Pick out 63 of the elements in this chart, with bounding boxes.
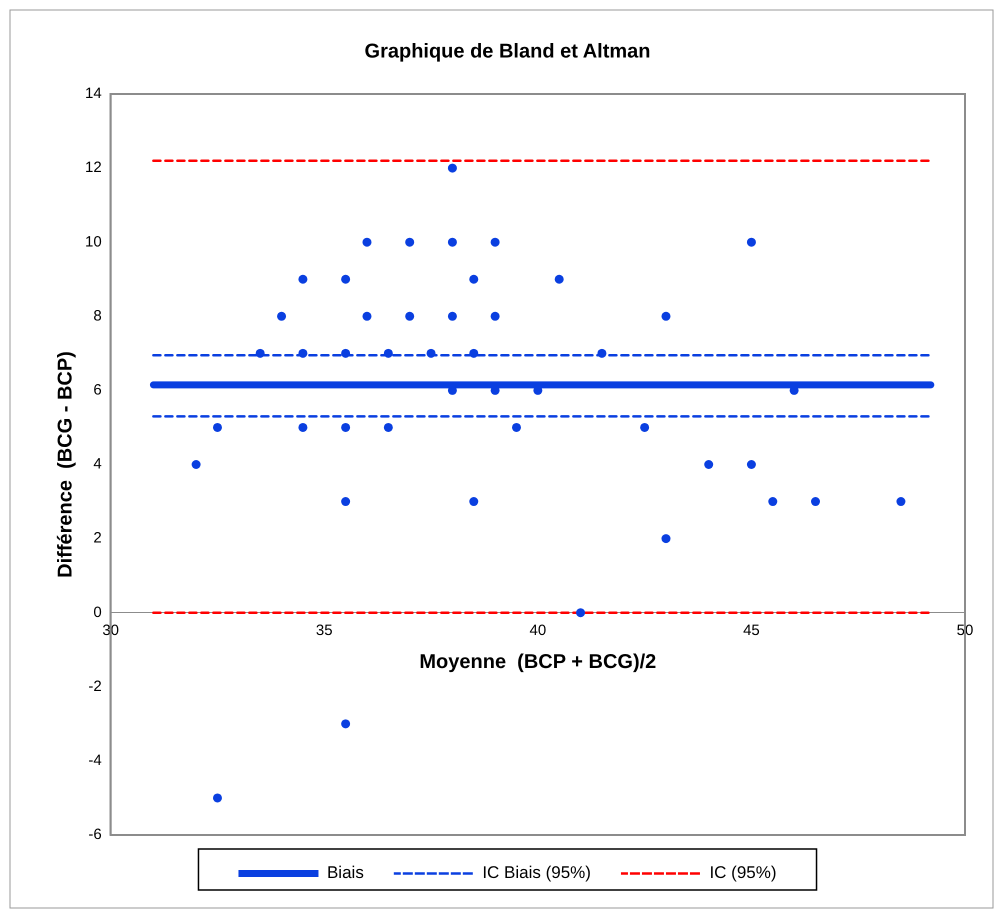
point <box>597 348 606 358</box>
legend-label: IC (95%) <box>709 863 777 882</box>
legend-label: IC Biais (95%) <box>482 863 591 882</box>
point <box>341 497 350 506</box>
legend-label: Biais <box>326 863 364 882</box>
y-tick-label: 4 <box>93 456 102 473</box>
point <box>405 238 414 247</box>
point <box>298 422 308 432</box>
point <box>298 274 308 284</box>
point <box>768 497 778 506</box>
y-tick-label: 10 <box>84 233 102 250</box>
point <box>426 348 436 358</box>
point <box>405 312 414 321</box>
point <box>661 534 670 544</box>
x-tick-label: 45 <box>743 622 760 639</box>
point <box>554 274 564 284</box>
x-tick-label: 40 <box>530 622 546 639</box>
point <box>341 274 350 284</box>
y-tick-label: 14 <box>84 85 102 102</box>
point <box>277 312 286 321</box>
point <box>362 312 372 321</box>
point <box>212 422 222 432</box>
point <box>341 422 350 432</box>
point <box>448 312 457 321</box>
y-axis-title: Différence (BCG - BCP) <box>54 351 77 578</box>
point <box>576 608 586 618</box>
point <box>704 460 714 469</box>
y-tick-label: 6 <box>93 382 102 399</box>
y-tick-label: -2 <box>88 678 102 695</box>
point <box>661 312 670 321</box>
y-tick-label: 2 <box>93 530 102 547</box>
point <box>896 497 906 506</box>
point <box>746 238 756 247</box>
point <box>384 422 393 432</box>
point <box>341 719 350 728</box>
point <box>256 348 265 358</box>
point <box>810 497 820 506</box>
x-tick-label: 35 <box>316 622 333 639</box>
y-tick-label: 0 <box>93 604 102 621</box>
x-axis-title: Moyenne (BCP + BCG)/2 <box>419 651 656 674</box>
point <box>512 422 521 432</box>
point <box>298 348 308 358</box>
point <box>192 460 201 469</box>
point <box>212 793 222 802</box>
x-tick-label: 50 <box>956 622 974 639</box>
point <box>362 238 372 247</box>
point <box>490 312 500 321</box>
y-tick-label: -6 <box>88 826 102 844</box>
x-tick-label: 30 <box>102 622 120 639</box>
y-tick-label: 8 <box>93 307 102 324</box>
point <box>490 238 500 247</box>
y-tick-label: -4 <box>88 752 102 770</box>
point <box>469 497 478 506</box>
point <box>384 348 393 358</box>
point <box>448 164 457 173</box>
point <box>469 348 478 358</box>
chart-title: Graphique de Bland et Altman <box>364 40 650 63</box>
point <box>341 348 350 358</box>
point <box>746 460 756 469</box>
point <box>469 274 478 284</box>
point <box>448 238 457 247</box>
point <box>640 422 650 432</box>
y-tick-label: 12 <box>84 159 102 176</box>
